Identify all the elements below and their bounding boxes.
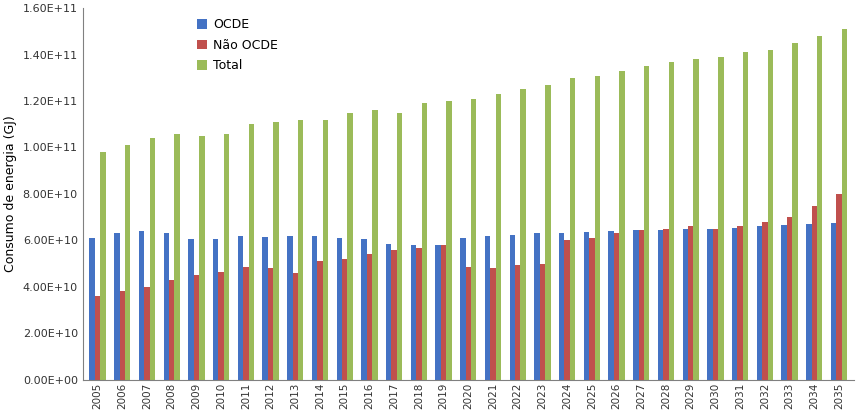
- Bar: [792, 43, 798, 380]
- Bar: [817, 36, 823, 380]
- Bar: [263, 237, 268, 380]
- Bar: [842, 29, 847, 380]
- Legend: OCDE, Não OCDE, Total: OCDE, Não OCDE, Total: [197, 18, 278, 72]
- Bar: [114, 233, 119, 380]
- Bar: [188, 239, 194, 380]
- Bar: [397, 113, 402, 380]
- Bar: [95, 296, 100, 380]
- Bar: [386, 244, 391, 380]
- Bar: [125, 145, 130, 380]
- Bar: [446, 101, 451, 380]
- Bar: [619, 71, 625, 380]
- Bar: [249, 124, 254, 380]
- Bar: [441, 245, 446, 380]
- Bar: [490, 268, 496, 380]
- Bar: [743, 52, 748, 380]
- Bar: [213, 239, 219, 380]
- Bar: [713, 229, 718, 380]
- Bar: [595, 76, 600, 380]
- Bar: [768, 50, 773, 380]
- Bar: [693, 59, 699, 380]
- Bar: [589, 238, 595, 380]
- Bar: [287, 236, 293, 380]
- Bar: [144, 287, 149, 380]
- Bar: [559, 233, 565, 380]
- Bar: [194, 275, 199, 380]
- Bar: [515, 265, 521, 380]
- Y-axis label: Consumo de energia (GJ): Consumo de energia (GJ): [4, 116, 17, 272]
- Bar: [89, 238, 95, 380]
- Bar: [119, 292, 125, 380]
- Bar: [149, 138, 155, 380]
- Bar: [633, 230, 638, 380]
- Bar: [411, 245, 416, 380]
- Bar: [787, 217, 792, 380]
- Bar: [583, 232, 589, 380]
- Bar: [613, 233, 619, 380]
- Bar: [164, 233, 169, 380]
- Bar: [545, 85, 551, 380]
- Bar: [638, 230, 644, 380]
- Bar: [565, 240, 570, 380]
- Bar: [644, 66, 650, 380]
- Bar: [837, 194, 842, 380]
- Bar: [807, 224, 812, 380]
- Bar: [273, 122, 279, 380]
- Bar: [421, 103, 427, 380]
- Bar: [707, 229, 713, 380]
- Bar: [762, 222, 768, 380]
- Bar: [496, 94, 501, 380]
- Bar: [169, 280, 174, 380]
- Bar: [317, 261, 323, 380]
- Bar: [416, 249, 421, 380]
- Bar: [831, 223, 837, 380]
- Bar: [298, 120, 304, 380]
- Bar: [174, 133, 180, 380]
- Bar: [238, 236, 243, 380]
- Bar: [485, 236, 490, 380]
- Bar: [361, 239, 366, 380]
- Bar: [199, 136, 204, 380]
- Bar: [243, 267, 249, 380]
- Bar: [323, 120, 328, 380]
- Bar: [668, 62, 674, 380]
- Bar: [688, 226, 693, 380]
- Bar: [100, 152, 106, 380]
- Bar: [219, 272, 224, 380]
- Bar: [311, 236, 317, 380]
- Bar: [540, 263, 545, 380]
- Bar: [471, 99, 476, 380]
- Bar: [535, 233, 540, 380]
- Bar: [342, 259, 347, 380]
- Bar: [737, 226, 743, 380]
- Bar: [336, 238, 342, 380]
- Bar: [460, 238, 466, 380]
- Bar: [757, 226, 762, 380]
- Bar: [435, 245, 441, 380]
- Bar: [782, 225, 787, 380]
- Bar: [521, 90, 526, 380]
- Bar: [293, 273, 298, 380]
- Bar: [510, 235, 515, 380]
- Bar: [372, 110, 378, 380]
- Bar: [347, 113, 353, 380]
- Bar: [366, 254, 372, 380]
- Bar: [812, 206, 817, 380]
- Bar: [268, 268, 273, 380]
- Bar: [391, 249, 397, 380]
- Bar: [683, 229, 688, 380]
- Bar: [732, 228, 737, 380]
- Bar: [608, 231, 613, 380]
- Bar: [224, 133, 229, 380]
- Bar: [139, 231, 144, 380]
- Bar: [466, 267, 471, 380]
- Bar: [658, 230, 663, 380]
- Bar: [663, 229, 668, 380]
- Bar: [718, 57, 723, 380]
- Bar: [570, 78, 576, 380]
